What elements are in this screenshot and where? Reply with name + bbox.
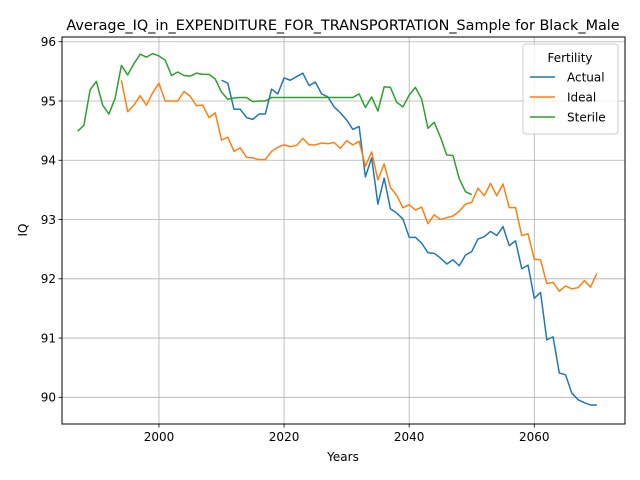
y-axis-ticks: 90 91 92 93 94 95 96 (41, 35, 62, 405)
y-tick-label: 92 (41, 272, 56, 286)
series-line-actual (221, 72, 597, 406)
x-tick-label: 2000 (144, 430, 175, 444)
series-line-sterile (77, 52, 473, 196)
legend: Fertility Actual Ideal Sterile (522, 43, 619, 135)
x-axis-label: Years (326, 450, 359, 464)
legend-title: Fertility (547, 51, 592, 65)
y-tick-label: 90 (41, 391, 56, 405)
y-tick-label: 91 (41, 331, 56, 345)
legend-box (522, 43, 619, 135)
plot-area-frame (61, 36, 626, 425)
chart-title: Average_IQ_in_EXPENDITURE_FOR_TRANSPORTA… (66, 18, 619, 34)
series-line-ideal (120, 80, 598, 292)
legend-label-actual: Actual (567, 70, 605, 84)
series-lines (77, 52, 598, 406)
legend-label-ideal: Ideal (567, 90, 596, 104)
y-tick-label: 95 (41, 94, 56, 108)
x-tick-label: 2040 (394, 430, 425, 444)
x-tick-label: 2020 (269, 430, 300, 444)
y-axis-label: IQ (16, 224, 30, 237)
x-axis-ticks: 2000 2020 2040 2060 (144, 424, 550, 444)
y-tick-label: 94 (41, 154, 56, 168)
y-tick-label: 96 (41, 35, 56, 49)
legend-entries: Actual Ideal Sterile (530, 70, 606, 124)
y-tick-label: 93 (41, 213, 56, 227)
x-tick-label: 2060 (519, 430, 550, 444)
legend-label-sterile: Sterile (567, 110, 606, 124)
